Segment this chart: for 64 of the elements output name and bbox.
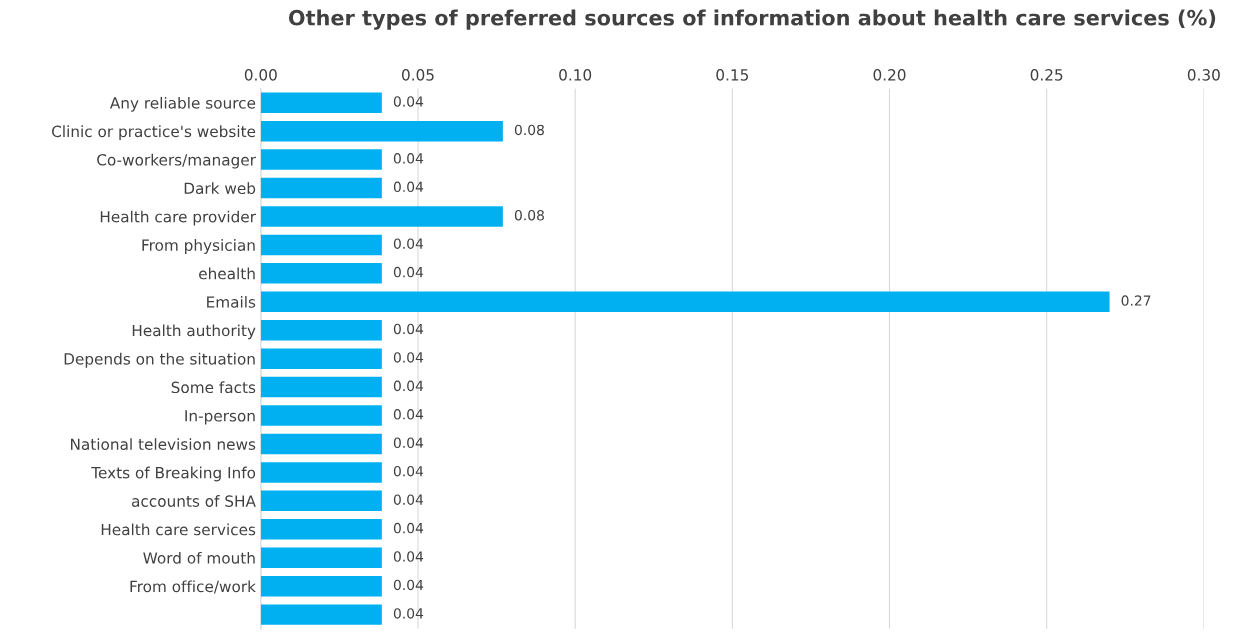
x-tick-label: 0.25 [1030, 69, 1063, 81]
bar [260, 376, 382, 398]
y-tick-label: Health care provider [100, 210, 256, 226]
y-tick-label: In-person [185, 410, 255, 425]
data-label: 0.04 [393, 181, 424, 193]
data-label: 0.04 [393, 551, 424, 562]
x-tick-label: 0.30 [1187, 69, 1220, 81]
data-label: 0.04 [393, 465, 424, 477]
y-tick-label: Health care services [101, 523, 256, 536]
bar [260, 348, 382, 369]
bar [260, 92, 382, 113]
data-label: 0.04 [393, 323, 424, 335]
bar [260, 234, 382, 256]
bar [260, 433, 382, 455]
data-label: 0.04 [393, 494, 424, 505]
x-tick-label: 0.20 [873, 69, 906, 81]
data-label: 0.04 [393, 437, 424, 449]
y-tick-label: From office/work [130, 580, 256, 594]
x-tick-label: 0.15 [716, 69, 749, 81]
bar [260, 405, 382, 426]
bar [260, 319, 382, 341]
data-label: 0.04 [393, 96, 424, 107]
y-tick-label: Word of mouth [143, 551, 255, 564]
bar [260, 547, 382, 568]
y-tick-label: From physician [142, 239, 255, 254]
data-label: 0.04 [393, 579, 424, 591]
y-tick-label: Dark web [184, 182, 256, 195]
y-tick-label: accounts of SHA [131, 495, 256, 507]
bar [260, 120, 503, 142]
y-tick-label: Some facts [171, 381, 256, 394]
bar [260, 575, 382, 597]
bar [260, 206, 503, 227]
bar [260, 291, 1110, 313]
y-tick-label: Co-workers/manager [97, 153, 256, 169]
data-label: 0.04 [393, 380, 424, 392]
bar [260, 177, 382, 199]
data-label: 0.04 [393, 238, 424, 249]
data-label: 0.04 [393, 409, 424, 420]
y-tick-label: Texts of Breaking Info [91, 466, 256, 482]
data-label: 0.04 [393, 608, 424, 619]
bar [260, 604, 382, 625]
chart-title: Other types of preferred sources of information about health care services (%) [288, 9, 1216, 30]
data-label: 0.08 [514, 209, 544, 221]
y-tick-label: ehealth [199, 267, 255, 280]
y-tick-label: Emails [207, 295, 256, 308]
data-label: 0.27 [1121, 295, 1151, 306]
y-tick-label: Health authority [132, 324, 256, 340]
bar [260, 149, 382, 170]
y-tick-label: Depends on the situation [64, 352, 255, 368]
y-tick-label: Clinic or practice's website [52, 125, 256, 141]
data-label: 0.04 [393, 352, 424, 363]
bar [260, 462, 382, 483]
data-label: 0.08 [514, 124, 544, 136]
data-label: 0.04 [393, 266, 424, 278]
x-tick-label: 0.10 [559, 69, 592, 81]
bar [260, 263, 382, 284]
x-tick-label: 0.05 [402, 69, 434, 81]
data-label: 0.04 [393, 153, 424, 164]
y-tick-label: National television news [71, 438, 256, 450]
bar [260, 519, 382, 540]
x-tick-label: 0.00 [244, 69, 277, 81]
bar [260, 490, 382, 512]
y-tick-label: Any reliable source [109, 96, 256, 112]
data-label: 0.04 [393, 522, 424, 534]
